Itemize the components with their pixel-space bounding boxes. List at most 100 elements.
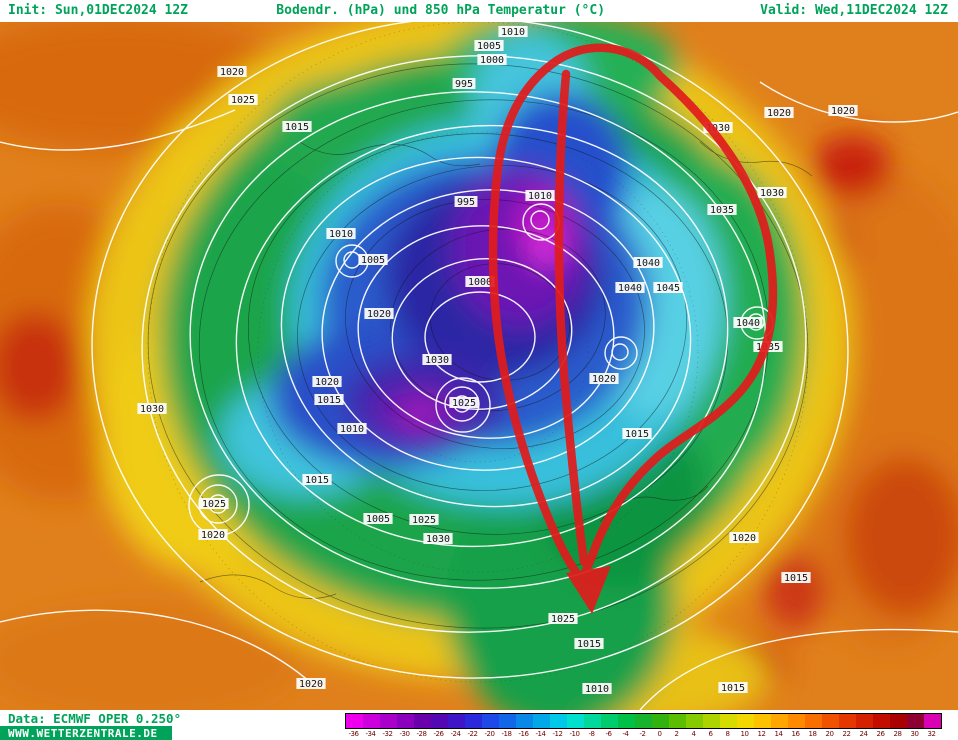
scale-tick-label: 14	[774, 730, 783, 738]
pressure-label: 1020	[312, 376, 342, 388]
website-badge: WWW.WETTERZENTRALE.DE	[0, 726, 172, 740]
scale-tick-label: 20	[825, 730, 834, 738]
pressure-label: 1035	[707, 204, 737, 216]
scale-cell	[465, 714, 482, 728]
svg-text:1000: 1000	[468, 277, 492, 288]
pressure-label: 1010	[582, 683, 612, 695]
pressure-label: 1015	[622, 428, 652, 440]
scale-cell	[890, 714, 907, 728]
pressure-label: 1020	[764, 107, 794, 119]
pressure-label: 1025	[228, 94, 258, 106]
scale-cell	[363, 714, 380, 728]
pressure-label: 1020	[296, 678, 326, 690]
scale-tick-label: 26	[876, 730, 885, 738]
svg-text:1010: 1010	[528, 191, 552, 202]
svg-text:1040: 1040	[736, 318, 760, 329]
valid-label: Valid: Wed,11DEC2024 12Z	[760, 3, 948, 18]
svg-text:1020: 1020	[220, 67, 244, 78]
scale-cell	[618, 714, 635, 728]
pressure-contours	[0, 22, 958, 710]
scale-cell	[380, 714, 397, 728]
scale-cell	[703, 714, 720, 728]
scale-tick-label: 18	[808, 730, 817, 738]
svg-text:1030: 1030	[425, 355, 449, 366]
scale-tick-label: 10	[740, 730, 749, 738]
pressure-label: 1015	[302, 474, 332, 486]
pressure-label: 1030	[757, 187, 787, 199]
svg-text:995: 995	[455, 79, 473, 90]
annotation-arrow	[488, 43, 778, 614]
svg-text:1025: 1025	[551, 614, 575, 625]
annotation-loop-right	[547, 43, 778, 587]
svg-text:1015: 1015	[577, 639, 601, 650]
svg-text:1015: 1015	[305, 475, 329, 486]
scale-tick-label: -6	[605, 730, 612, 738]
scale-tick-label: -22	[467, 730, 478, 738]
scale-tick-label: 24	[859, 730, 868, 738]
scale-cell	[754, 714, 771, 728]
pressure-label: 1030	[422, 354, 452, 366]
svg-text:1005: 1005	[361, 255, 385, 266]
footer-bar: Data: ECMWF OPER 0.250° WWW.WETTERZENTRA…	[0, 710, 958, 740]
pressure-label: 1015	[718, 682, 748, 694]
header-bar: Init: Sun,01DEC2024 12Z Bodendr. (hPa) u…	[0, 0, 958, 22]
pressure-label: 1015	[574, 638, 604, 650]
scale-tick-label: -14	[535, 730, 546, 738]
pressure-label: 1040	[615, 282, 645, 294]
pressure-label: 1005	[363, 513, 393, 525]
scale-tick-label: -10	[569, 730, 580, 738]
scale-cell	[907, 714, 924, 728]
svg-text:1020: 1020	[592, 374, 616, 385]
init-label: Init: Sun,01DEC2024 12Z	[8, 3, 189, 18]
svg-text:1030: 1030	[760, 188, 784, 199]
scale-cell	[601, 714, 618, 728]
scale-tick-label: -30	[399, 730, 410, 738]
svg-text:995: 995	[457, 197, 475, 208]
pressure-label: 1040	[733, 317, 763, 329]
scale-cell	[516, 714, 533, 728]
scale-tick-label: 22	[842, 730, 851, 738]
pressure-label: 1025	[548, 613, 578, 625]
pressure-label: 1025	[449, 397, 479, 409]
scale-cell	[414, 714, 431, 728]
scale-tick-label: -26	[433, 730, 444, 738]
pressure-label: 1015	[282, 121, 312, 133]
scale-cell	[482, 714, 499, 728]
scale-tick-label: 2	[674, 730, 679, 738]
scale-cell	[669, 714, 686, 728]
pressure-label: 1030	[137, 403, 167, 415]
scale-cell	[431, 714, 448, 728]
scale-tick-label: 30	[910, 730, 919, 738]
weather-map: 1010 1005 1000 995 1020 1025 1015 1030 1020 1020 9…	[0, 22, 958, 710]
scale-cell	[737, 714, 754, 728]
scale-cell	[652, 714, 669, 728]
pressure-label: 1010	[326, 228, 356, 240]
scale-tick-label: -18	[501, 730, 512, 738]
pressure-label: 1045	[653, 282, 683, 294]
scale-cell	[550, 714, 567, 728]
pressure-label: 1020	[198, 529, 228, 541]
scale-cell	[635, 714, 652, 728]
scale-cell	[533, 714, 550, 728]
scale-cell	[499, 714, 516, 728]
data-source-label: Data: ECMWF OPER 0.250°	[8, 711, 182, 726]
svg-text:1015: 1015	[784, 573, 808, 584]
scale-cell	[567, 714, 584, 728]
scale-tick-label: 28	[893, 730, 902, 738]
scale-cell	[856, 714, 873, 728]
svg-text:1030: 1030	[706, 123, 730, 134]
svg-text:1015: 1015	[721, 683, 745, 694]
svg-text:1030: 1030	[140, 404, 164, 415]
svg-text:1025: 1025	[231, 95, 255, 106]
scale-cell	[771, 714, 788, 728]
svg-text:1025: 1025	[202, 499, 226, 510]
svg-text:1035: 1035	[710, 205, 734, 216]
scale-tick-label: -28	[416, 730, 427, 738]
scale-cell	[720, 714, 737, 728]
svg-text:1015: 1015	[625, 429, 649, 440]
pressure-label: 1020	[364, 308, 394, 320]
scale-tick-label: -12	[552, 730, 563, 738]
svg-text:1040: 1040	[618, 283, 642, 294]
svg-text:1010: 1010	[329, 229, 353, 240]
pressure-label: 1010	[337, 423, 367, 435]
